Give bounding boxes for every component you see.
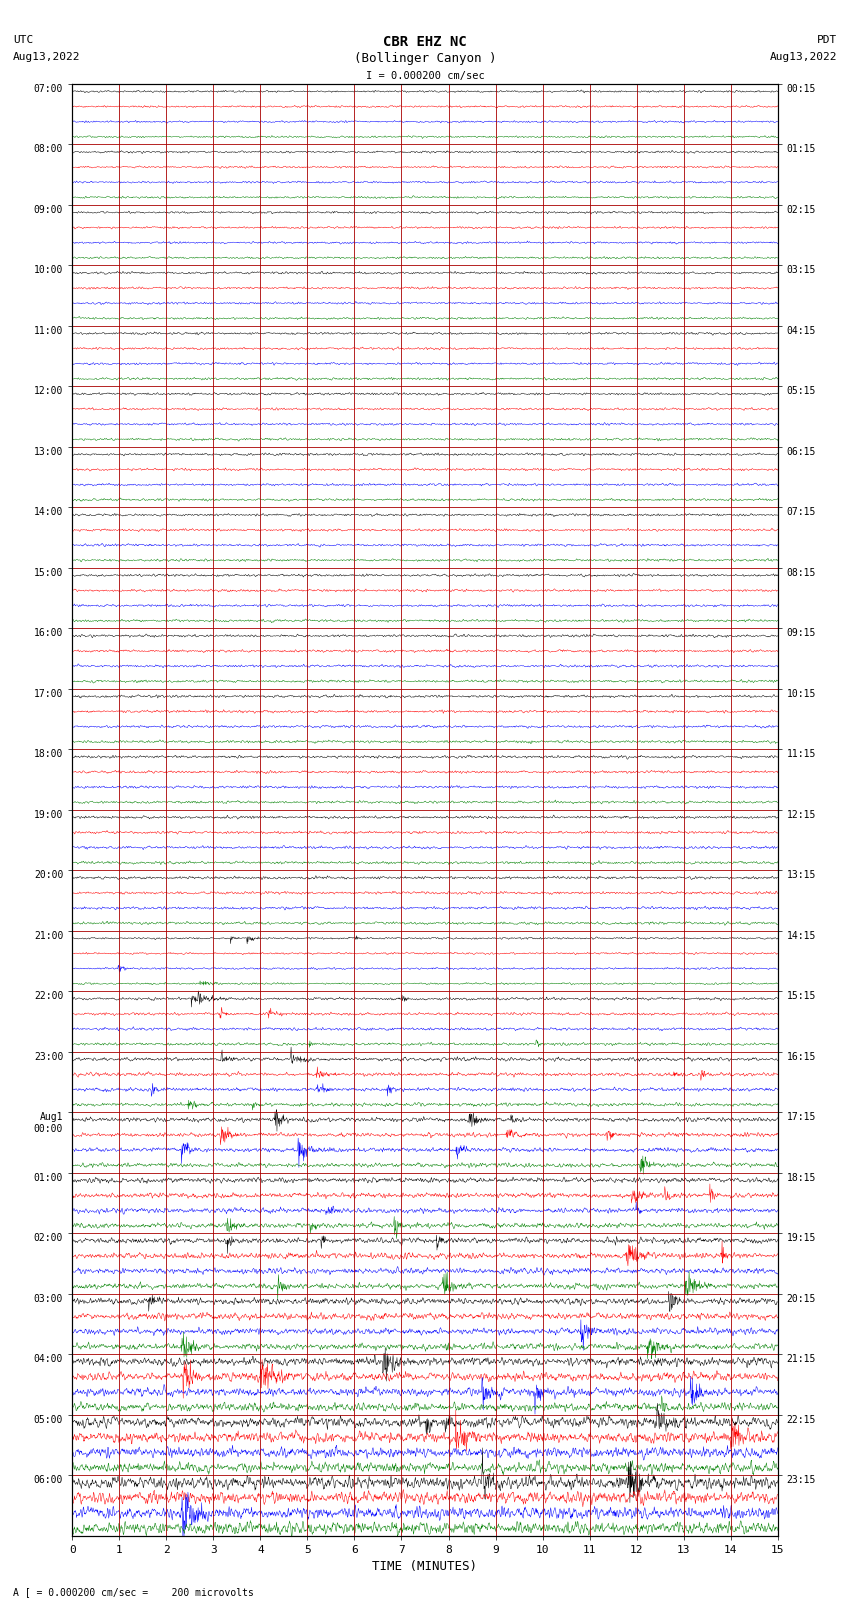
Text: I = 0.000200 cm/sec: I = 0.000200 cm/sec [366, 71, 484, 81]
Text: A [ = 0.000200 cm/sec =    200 microvolts: A [ = 0.000200 cm/sec = 200 microvolts [13, 1587, 253, 1597]
Text: (Bollinger Canyon ): (Bollinger Canyon ) [354, 52, 496, 65]
X-axis label: TIME (MINUTES): TIME (MINUTES) [372, 1560, 478, 1573]
Text: PDT: PDT [817, 35, 837, 45]
Text: Aug13,2022: Aug13,2022 [770, 52, 837, 61]
Text: CBR EHZ NC: CBR EHZ NC [383, 35, 467, 50]
Text: Aug13,2022: Aug13,2022 [13, 52, 80, 61]
Text: UTC: UTC [13, 35, 33, 45]
